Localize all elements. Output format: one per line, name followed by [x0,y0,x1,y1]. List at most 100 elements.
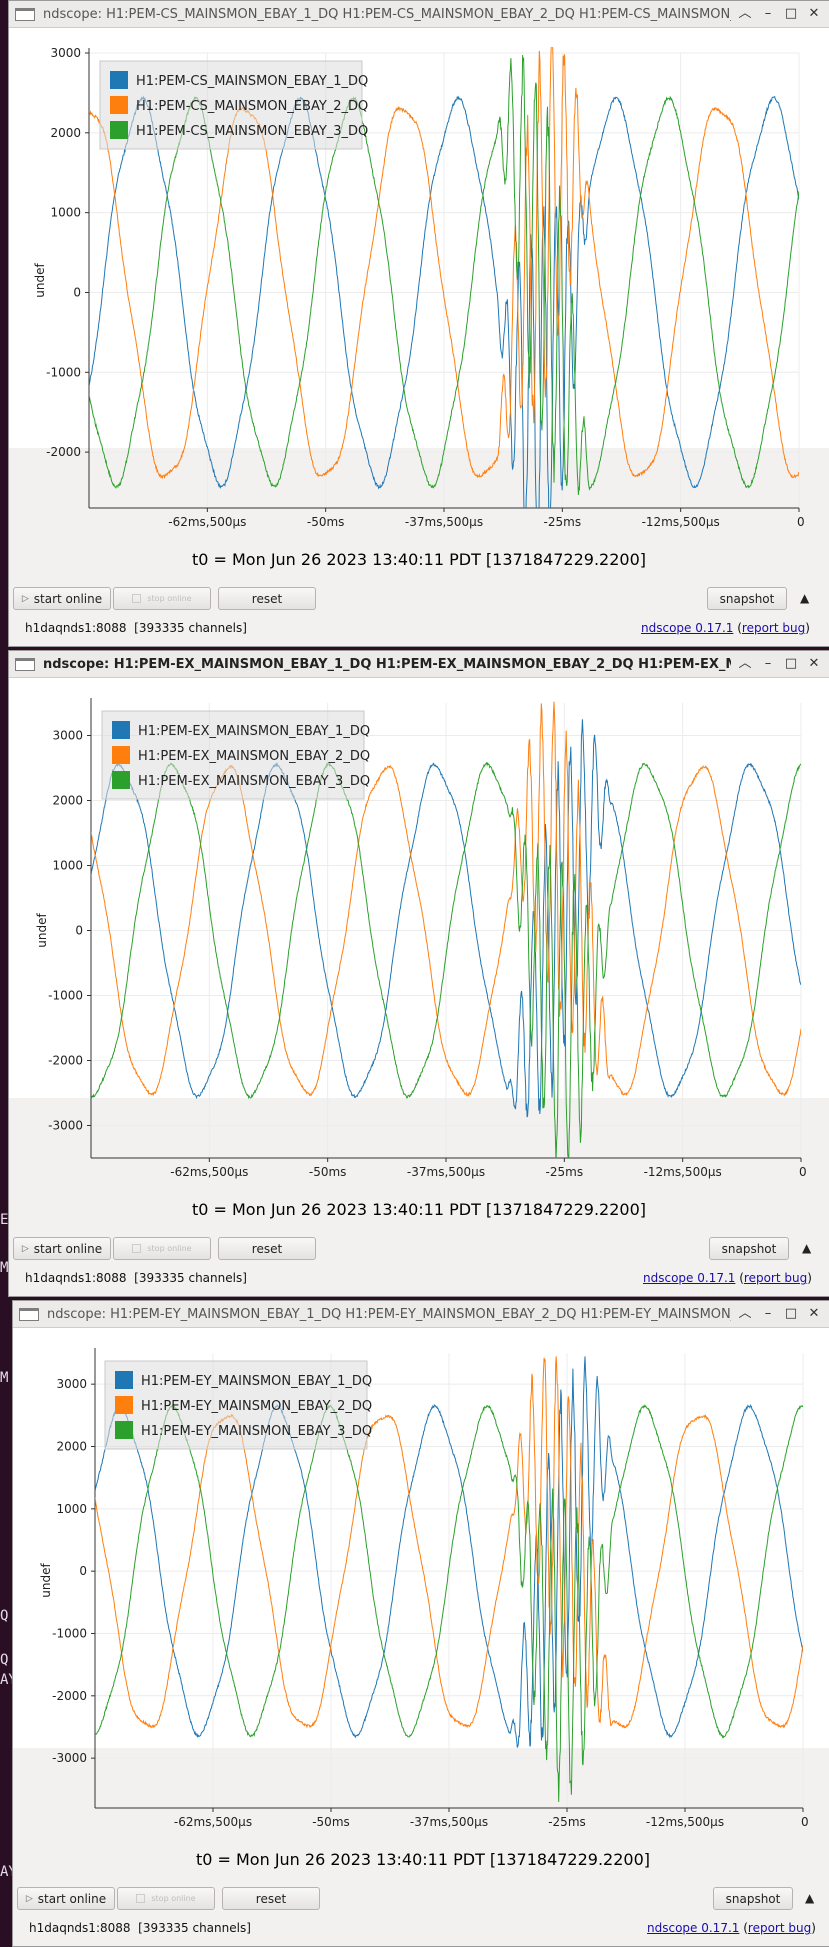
status-bar: h1daqnds1:8088 [393335 channels] ndscope… [13,1919,829,1939]
minimize-icon[interactable]: – [764,1306,772,1321]
x-tick-label: -62ms,500µs [168,515,246,529]
snapshot-button[interactable]: snapshot [713,1887,793,1910]
t0-label: t0 = Mon Jun 26 2023 13:40:11 PDT [13718… [195,1850,651,1869]
x-tick-label: -25ms [548,1815,586,1829]
x-tick-label: -50ms [312,1815,350,1829]
title-bar[interactable]: ndscope: H1:PEM-EX_MAINSMON_EBAY_1_DQ H1… [9,651,829,678]
chart-svg[interactable]: 3000 2000 1000 0 -1000 -2000 -3000 -62ms,500µs -… [13,1328,829,1833]
t0-label: t0 = Mon Jun 26 2023 13:40:11 PDT [13718… [191,550,647,569]
legend-swatch [110,121,128,139]
y-tick-label: 3000 [56,1377,87,1391]
window-icon [15,7,35,21]
chevron-up-icon[interactable]: ︿ [738,6,752,21]
report-bug-link[interactable]: report bug [747,1921,812,1935]
reset-button[interactable]: reset [218,587,316,610]
legend-label: H1:PEM-EX_MAINSMON_EBAY_2_DQ [138,749,370,764]
y-tick-label: -1000 [52,1626,87,1640]
y-tick-label: 3000 [50,46,81,60]
expand-up-icon[interactable]: ▲ [802,1241,812,1255]
play-icon: ▷ [21,1243,29,1254]
window-icon [19,1307,39,1321]
y-tick-label: 2000 [56,1439,87,1453]
report-bug-link[interactable]: report bug [743,1271,808,1285]
y-tick-label: -3000 [52,1751,87,1765]
legend-label: H1:PEM-EX_MAINSMON_EBAY_1_DQ [138,724,370,739]
version-info: ndscope 0.17.1 (report bug) [643,1271,812,1285]
snapshot-button[interactable]: snapshot [707,587,787,610]
chevron-up-icon[interactable]: ︿ [738,656,752,671]
x-tick-label: -12ms,500µs [644,1165,722,1179]
background-text: Q [0,1608,9,1624]
legend-swatch [112,721,130,739]
legend-label: H1:PEM-CS_MAINSMON_EBAY_3_DQ [136,124,368,139]
status-bar: h1daqnds1:8088 [393335 channels] ndscope… [9,1269,829,1289]
y-tick-label: 1000 [52,859,83,873]
server-status: h1daqnds1:8088 [393335 channels] [29,1921,251,1935]
close-icon[interactable]: ✕ [808,6,820,21]
background-text: E [0,1212,9,1228]
y-tick-label: -3000 [48,1119,83,1133]
control-bar: ▷ start online stop online reset snapshot… [9,587,829,617]
server-status: h1daqnds1:8088 [393335 channels] [25,1271,247,1285]
series-line-3 [95,1404,803,1802]
reset-button[interactable]: reset [222,1887,320,1910]
close-icon[interactable]: ✕ [808,1306,820,1321]
x-tick-label: -62ms,500µs [174,1815,252,1829]
x-tick-label: -62ms,500µs [170,1165,248,1179]
close-icon[interactable]: ✕ [808,656,820,671]
reset-button[interactable]: reset [218,1237,316,1260]
legend-label: H1:PEM-EY_MAINSMON_EBAY_2_DQ [141,1399,372,1414]
legend-box [99,60,363,150]
y-tick-label: -2000 [48,1054,83,1068]
x-tick-label: -37ms,500µs [405,515,483,529]
expand-up-icon[interactable]: ▲ [805,1891,815,1905]
series-line-2 [89,47,799,480]
title-bar[interactable]: ndscope: H1:PEM-CS_MAINSMON_EBAY_1_DQ H1… [9,1,829,28]
series-line-1 [89,95,799,508]
ndscope-window-ex: ndscope: H1:PEM-EX_MAINSMON_EBAY_1_DQ H1… [8,650,829,1297]
ndscope-window-cs: ndscope: H1:PEM-CS_MAINSMON_EBAY_1_DQ H1… [8,0,829,647]
chart-svg[interactable]: 3000 2000 1000 0 -1000 -2000 -3000 -62ms,500µs -… [9,678,829,1183]
y-axis-label: undef [33,263,47,298]
version-link[interactable]: ndscope 0.17.1 [641,621,734,635]
background-text: Q [0,1652,9,1668]
legend-swatch [115,1396,133,1414]
plot-area[interactable]: 3000 2000 1000 0 -1000 -2000 -62ms,500µs -50ms -… [9,28,829,529]
plot-area[interactable]: 3000 2000 1000 0 -1000 -2000 -3000 -62ms,500µs -… [13,1328,829,1829]
snapshot-button[interactable]: snapshot [709,1237,789,1260]
series-line-3 [91,761,801,1158]
version-link[interactable]: ndscope 0.17.1 [643,1271,736,1285]
start-online-button[interactable]: ▷ start online [13,1237,111,1260]
x-tick-label: -12ms,500µs [646,1815,724,1829]
series-line-1 [95,1356,803,1748]
series-line-2 [91,701,801,1098]
expand-up-icon[interactable]: ▲ [800,591,810,605]
window-title: ndscope: H1:PEM-CS_MAINSMON_EBAY_1_DQ H1… [43,6,731,22]
version-link[interactable]: ndscope 0.17.1 [647,1921,740,1935]
chart-svg[interactable]: 3000 2000 1000 0 -1000 -2000 -62ms,500µs -50ms -… [9,28,829,533]
report-bug-link[interactable]: report bug [741,621,806,635]
x-tick-label: 0 [797,515,805,529]
minimize-icon[interactable]: – [764,656,772,671]
legend-box [104,1360,368,1450]
x-tick-label: -37ms,500µs [407,1165,485,1179]
x-tick-label: -12ms,500µs [642,515,720,529]
control-bar: ▷ start online stop online reset snapshot… [9,1237,829,1267]
y-tick-label: -2000 [52,1689,87,1703]
maximize-icon[interactable]: □ [784,1306,798,1321]
y-tick-label: -1000 [46,365,81,379]
maximize-icon[interactable]: □ [784,656,798,671]
title-bar[interactable]: ndscope: H1:PEM-EY_MAINSMON_EBAY_1_DQ H1… [13,1301,829,1328]
version-info: ndscope 0.17.1 (report bug) [641,621,810,635]
legend-label: H1:PEM-EY_MAINSMON_EBAY_1_DQ [141,1374,372,1389]
start-online-button[interactable]: ▷ start online [17,1887,115,1910]
start-online-button[interactable]: ▷ start online [13,587,111,610]
legend-swatch [110,96,128,114]
chevron-up-icon[interactable]: ︿ [738,1306,752,1321]
minimize-icon[interactable]: – [764,6,772,21]
plot-area[interactable]: 3000 2000 1000 0 -1000 -2000 -3000 -62ms,500µs -… [9,678,829,1179]
y-tick-label: 0 [73,285,81,299]
background-text: M [0,1260,9,1276]
window-title: ndscope: H1:PEM-EX_MAINSMON_EBAY_1_DQ H1… [43,656,731,672]
maximize-icon[interactable]: □ [784,6,798,21]
